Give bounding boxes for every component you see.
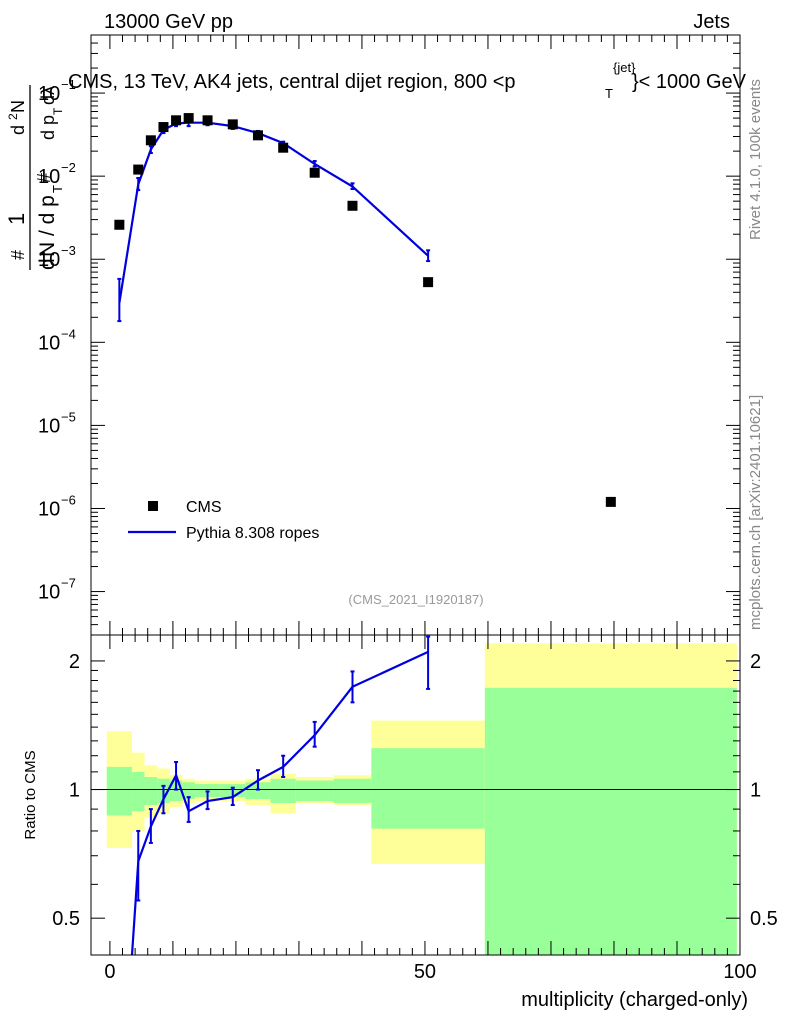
main-ytick-exponent: −2 — [61, 160, 76, 175]
band-inner — [270, 778, 296, 804]
cms-point — [171, 115, 182, 126]
svg-text:T: T — [51, 107, 65, 115]
ratio-ytick-label-right: 1 — [750, 780, 761, 802]
band-inner — [484, 687, 737, 955]
svg-text:dλ: dλ — [38, 86, 58, 105]
pythia-line — [118, 121, 429, 303]
ratio-xlabel: multiplicity (charged-only) — [521, 989, 748, 1011]
svg-text:2: 2 — [6, 113, 20, 120]
legend: CMS Pythia 8.308 ropes — [128, 499, 319, 542]
svg-text:N: N — [8, 100, 28, 113]
svg-text:#: # — [34, 173, 54, 183]
main-ytick-exponent: −3 — [61, 243, 76, 258]
cms-point — [309, 167, 320, 178]
svg-text:T: T — [50, 185, 65, 193]
cms-point — [252, 130, 263, 141]
title-tail: }< 1000 GeV — [632, 71, 747, 93]
main-ytick-label: 10 — [38, 249, 60, 271]
cms-point — [133, 164, 144, 175]
category-label: Jets — [693, 11, 730, 33]
band-inner — [245, 782, 271, 800]
cms-point — [145, 135, 156, 146]
main-ytick-label: 10 — [38, 582, 60, 604]
band-inner — [106, 766, 132, 816]
legend-cms-marker — [148, 501, 158, 511]
band-inner — [131, 771, 145, 812]
main-ytick-label: 10 — [38, 415, 60, 437]
ratio-ytick-label-right: 0.5 — [750, 908, 778, 930]
main-ytick-label: 10 — [38, 332, 60, 354]
mcplots-label: mcplots.cern.ch [arXiv:2401.10621] — [747, 395, 764, 630]
axes: 10 −710 −610 −510 −410 −310 −210 −10 50 1000.5 0.5… — [38, 34, 778, 983]
cms-point — [278, 142, 289, 153]
band-inner — [371, 748, 485, 829]
ratio-xtick-label: 50 — [414, 961, 436, 983]
title-pt-sup: {jet} — [613, 60, 636, 75]
main-ytick-exponent: −7 — [61, 576, 76, 591]
ratio-ytick-label: 0.5 — [52, 908, 80, 930]
cms-point — [347, 200, 358, 211]
band-inner — [295, 780, 334, 802]
main-series — [114, 113, 616, 507]
main-ytick-exponent: −4 — [61, 326, 76, 341]
energy-label: 13000 GeV pp — [104, 11, 233, 33]
watermark: (CMS_2021_I1920187) — [348, 592, 483, 607]
legend-cms-label: CMS — [186, 499, 222, 516]
cms-point — [227, 119, 238, 130]
main-ytick-label: 10 — [38, 166, 60, 188]
main-ytick-label: 10 — [38, 83, 60, 105]
cms-point — [202, 115, 213, 126]
ratio-ytick-label: 2 — [69, 651, 80, 673]
ratio-xtick-label: 100 — [723, 961, 756, 983]
legend-pythia-label: Pythia 8.308 ropes — [186, 525, 319, 542]
cms-point — [183, 113, 194, 124]
svg-text:1: 1 — [4, 213, 29, 225]
ratio-frame — [90, 634, 741, 956]
main-ytick-exponent: −5 — [61, 409, 76, 424]
ratio-series — [130, 635, 431, 956]
svg-text:#: # — [8, 250, 28, 260]
main-ytick-exponent: −1 — [61, 77, 76, 92]
title-main: CMS, 13 TeV, AK4 jets, central dijet reg… — [68, 71, 516, 93]
main-ytick-exponent: −6 — [61, 492, 76, 507]
band-inner — [182, 782, 195, 800]
svg-text:N / d p: N / d p — [36, 195, 59, 257]
svg-text:d p: d p — [38, 115, 58, 140]
band-inner — [333, 778, 372, 804]
svg-text:d: d — [36, 258, 59, 270]
plot-title: CMS, 13 TeV, AK4 jets, central dijet reg… — [68, 60, 747, 101]
band-inner — [144, 777, 158, 806]
cms-point — [605, 496, 616, 507]
cms-point — [114, 219, 125, 230]
ratio-ytick-label-right: 2 — [750, 651, 761, 673]
main-ytick-label: 10 — [38, 498, 60, 520]
svg-text:d: d — [8, 125, 28, 135]
ratio-xtick-label: 0 — [104, 961, 115, 983]
rivet-label: Rivet 4.1.0, 100k events — [747, 79, 764, 240]
cms-point — [423, 277, 434, 288]
cms-point — [158, 122, 169, 133]
title-pt-sub: T — [605, 86, 613, 101]
ratio-ytick-label: 1 — [69, 780, 80, 802]
ratio-ylabel: Ratio to CMS — [22, 750, 39, 839]
